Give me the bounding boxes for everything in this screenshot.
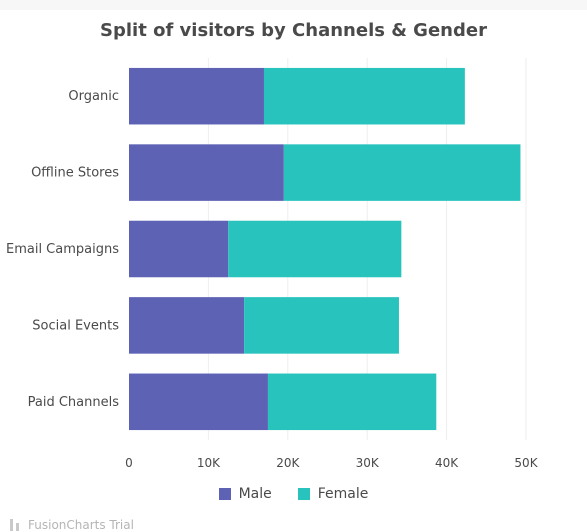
bar-male-social-events[interactable] [129,297,245,354]
legend-label: Female [317,486,369,502]
bar-male-email-campaigns[interactable] [129,220,229,278]
category-label: Social Events [32,318,119,333]
bar-male-organic[interactable] [129,67,264,125]
x-axis-ticks: 0 10K 20K 30K 40K 50K [125,456,539,470]
bar-female-email-campaigns[interactable] [228,220,402,278]
legend-swatch [297,488,310,500]
x-tick-label: 10K [197,456,221,470]
category-label: Email Campaigns [6,242,119,257]
legend-swatch [218,488,231,500]
x-tick-label: 20K [276,456,300,470]
x-tick-label: 0 [125,456,133,470]
category-label: Paid Channels [28,395,120,410]
chart-title: Split of visitors by Channels & Gender [100,20,487,41]
category-labels: Organic Offline Stores Email Campaigns Soci… [6,89,119,410]
bar-male-offline-stores[interactable] [129,144,284,201]
credit: FusionCharts Trial [8,518,134,532]
bar-layer [129,67,521,431]
top-strip [0,0,587,10]
x-tick-label: 40K [435,456,459,470]
legend: Male Female [0,486,587,502]
bar-female-organic[interactable] [263,67,465,125]
x-tick-label: 50K [514,456,538,470]
legend-item-male[interactable]: Male [218,486,272,502]
category-label: Offline Stores [31,166,119,181]
credit-text: FusionCharts Trial [28,518,134,532]
x-tick-label: 30K [356,456,380,470]
bar-female-social-events[interactable] [244,297,399,354]
chart-plot: Organic Offline Stores Email Campaigns Soci… [6,58,539,470]
legend-item-female[interactable]: Female [297,486,369,502]
fusioncharts-logo-icon [8,519,22,531]
bar-female-paid-channels[interactable] [267,373,437,431]
bar-male-paid-channels[interactable] [129,373,268,431]
category-label: Organic [68,89,119,104]
legend-label: Male [238,486,272,502]
bar-female-offline-stores[interactable] [283,144,521,201]
